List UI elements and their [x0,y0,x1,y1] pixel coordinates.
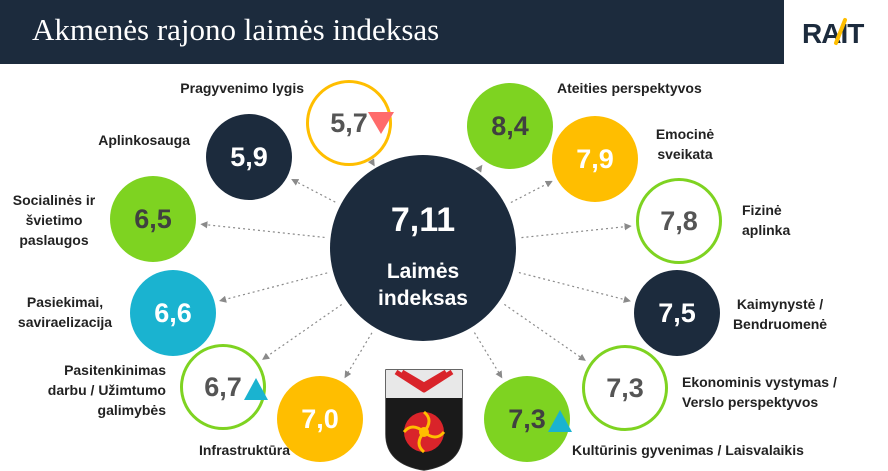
happiness-index-center: 7,11 Laimės indeksas [330,155,516,341]
happiness-index-label: Laimės indeksas [378,260,468,310]
label-pragyvenimo-lygis: Pragyvenimo lygis [180,80,304,96]
node-pasitenkinimas-darbu: 6,7 [180,344,266,430]
connector-arrow [200,221,325,239]
decline-triangle-icon [368,112,394,134]
connector-arrow [510,180,553,204]
node-socialines-paslaugos: 6,5 [110,176,196,262]
label-socialines-paslaugos: Socialinės ir švietimo paslaugos [12,192,96,248]
node-infrastruktura: 7,0 [277,376,363,462]
rise-triangle-icon [244,378,268,400]
label-emocine-sveikata: Emocinė sveikata [655,126,715,162]
connector-arrow [518,271,631,303]
node-aplinkosauga: 5,9 [206,114,292,200]
label-kulturinis-gyvenimas: Kultūrinis gyvenimas / Laisvalaikis [572,442,804,458]
label-fizine-aplinka: Fizinė aplinka [742,202,791,238]
connector-arrow [219,272,328,303]
svg-text:RAIT: RAIT [802,18,864,49]
node-ateities-perspektyvos: 8,4 [467,83,553,169]
connector-arrow [475,164,483,173]
rait-logo: RAIT [802,18,865,49]
label-infrastruktura: Infrastruktūra [198,442,290,458]
page-title: Akmenės rajono laimės indeksas [32,12,440,47]
connector-arrow [367,158,375,167]
label-ekonominis-vystymas: Ekonominis vystymas / Verslo perspektyvo… [682,374,837,410]
node-fizine-aplinka: 7,8 [636,178,722,264]
connector-arrow [504,303,586,361]
connector-arrow [344,332,373,379]
node-pasiekimai: 6,6 [130,270,216,356]
connector-arrow [521,223,632,239]
happiness-index-value: 7,11 [390,201,456,239]
label-ateities-perspektyvos: Ateities perspektyvos [557,80,702,96]
connector-arrow [291,179,336,203]
connector-arrow [473,332,503,379]
label-pasitenkinimas-darbu: Pasitenkinimas darbu / Užimtumo galimybė… [47,362,166,418]
connector-arrow [262,304,343,360]
coat-of-arms-emblem [385,369,463,471]
title-bar: Akmenės rajono laimės indeksas [0,0,784,64]
rise-triangle-icon [548,410,572,432]
label-aplinkosauga: Aplinkosauga [98,132,190,148]
node-kaimynyste: 7,5 [634,270,720,356]
node-ekonominis-vystymas: 7,3 [582,345,668,431]
node-emocine-sveikata: 7,9 [552,116,638,202]
label-pasiekimai: Pasiekimai, saviraelizacija [17,294,113,330]
label-kaimynyste: Kaimynystė / Bendruomenė [732,296,828,332]
